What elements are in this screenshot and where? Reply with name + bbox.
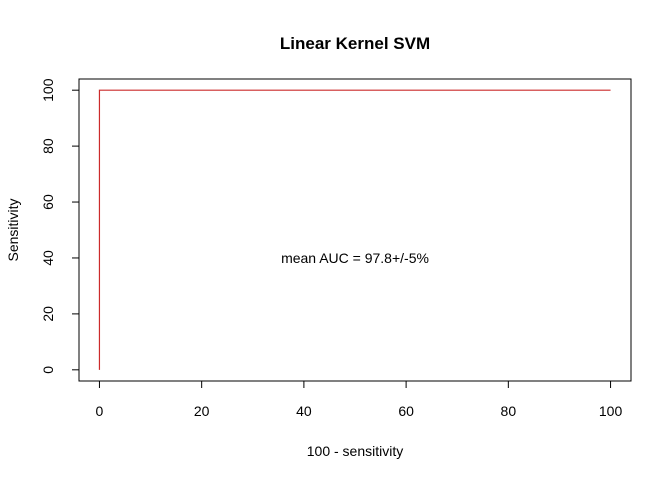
x-tick-label: 60 xyxy=(398,403,414,419)
y-axis: 0 20 40 60 80 100 xyxy=(40,78,80,374)
y-tick-label: 40 xyxy=(40,250,56,266)
auc-annotation: mean AUC = 97.8+/-5% xyxy=(281,250,429,266)
x-tick-label: 80 xyxy=(501,403,517,419)
y-tick-label: 80 xyxy=(40,138,56,154)
x-axis: 0 20 40 60 80 100 xyxy=(96,380,623,419)
y-tick-label: 20 xyxy=(40,306,56,322)
x-tick-label: 20 xyxy=(194,403,210,419)
chart-title: Linear Kernel SVM xyxy=(280,34,430,53)
plot-frame xyxy=(78,78,632,382)
annotation-layer: mean AUC = 97.8+/-5% xyxy=(281,250,429,266)
x-tick-label: 0 xyxy=(96,403,104,419)
y-tick-label: 0 xyxy=(40,366,56,374)
y-tick-label: 60 xyxy=(40,194,56,210)
roc-curve-line xyxy=(98,89,611,370)
x-axis-title: 100 - sensitivity xyxy=(307,443,403,459)
series-layer xyxy=(98,89,611,370)
y-tick-label: 100 xyxy=(40,78,56,102)
y-axis-title: Sensitivity xyxy=(5,198,21,261)
x-tick-label: 40 xyxy=(296,403,312,419)
x-tick-label: 100 xyxy=(599,403,623,419)
